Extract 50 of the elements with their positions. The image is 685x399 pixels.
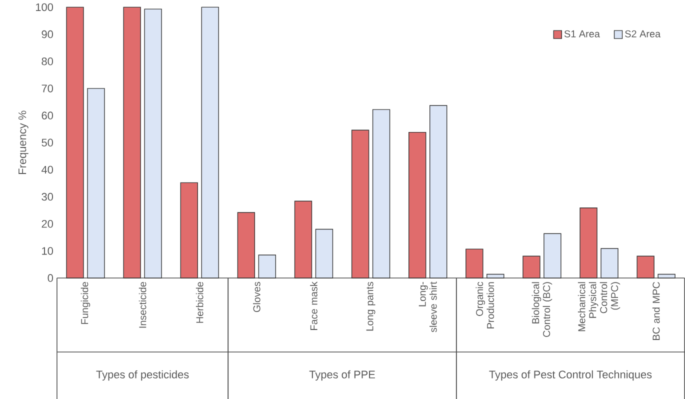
bar: [123, 6, 141, 278]
x-tick-label: Fungicide: [80, 282, 90, 324]
bar: [600, 248, 618, 278]
text: Types of PPE: [309, 370, 375, 380]
bar: [658, 274, 676, 278]
bar: [201, 6, 219, 278]
legend-label: S2 Area: [625, 30, 661, 38]
y-tick-label: 0: [48, 274, 54, 282]
x-tick-label: Long-sleeve shirt: [418, 281, 437, 332]
bar: [372, 109, 390, 278]
legend-label: S1 Area: [564, 30, 600, 38]
y-tick-label: 20: [42, 220, 54, 228]
bar: [180, 182, 198, 278]
bar: [429, 104, 448, 278]
bar: [636, 256, 654, 278]
bar: [486, 274, 504, 278]
x-tick-label: Long pants: [366, 282, 376, 330]
bar: [258, 254, 276, 278]
y-tick-label: 30: [42, 192, 54, 200]
y-tick-label: 10: [42, 246, 54, 255]
y-tick-label: 70: [42, 84, 54, 92]
bar: [87, 88, 105, 278]
y-tick-label: 60: [42, 111, 54, 120]
y-tick-label: 50: [42, 138, 54, 146]
x-tick-label: Organic Production: [476, 282, 494, 328]
y-tick-label: 90: [42, 30, 54, 38]
bar: [144, 8, 162, 278]
y-axis-title: Frequency %: [18, 110, 28, 174]
x-tick-label: Gloves: [253, 282, 260, 312]
bar: [294, 200, 312, 278]
text: Types of Pest Control Techniques: [489, 370, 652, 380]
x-tick-label: BC and MPC: [652, 282, 660, 340]
x-tick-label: Face mask: [310, 281, 318, 330]
y-tick-label: 40: [42, 166, 54, 174]
y-tick-label: 80: [42, 57, 54, 66]
bar: [66, 6, 84, 278]
bar: [408, 132, 426, 278]
bar: [466, 248, 484, 278]
x-tick-label: Biological Control (BC): [532, 282, 552, 337]
bar: [237, 212, 256, 278]
x-tick-label: Herbicide: [196, 282, 204, 323]
bar: [544, 233, 562, 278]
x-tick-label: Insecticide: [138, 282, 146, 328]
bar: [522, 256, 540, 278]
x-tick-label: Mechanical Physical Control (MPC): [578, 282, 620, 331]
bar: [580, 207, 598, 278]
bar: [351, 130, 370, 278]
bar: [315, 228, 334, 278]
y-tick-label: 100: [36, 3, 54, 11]
text: Types of pesticides: [96, 370, 189, 380]
